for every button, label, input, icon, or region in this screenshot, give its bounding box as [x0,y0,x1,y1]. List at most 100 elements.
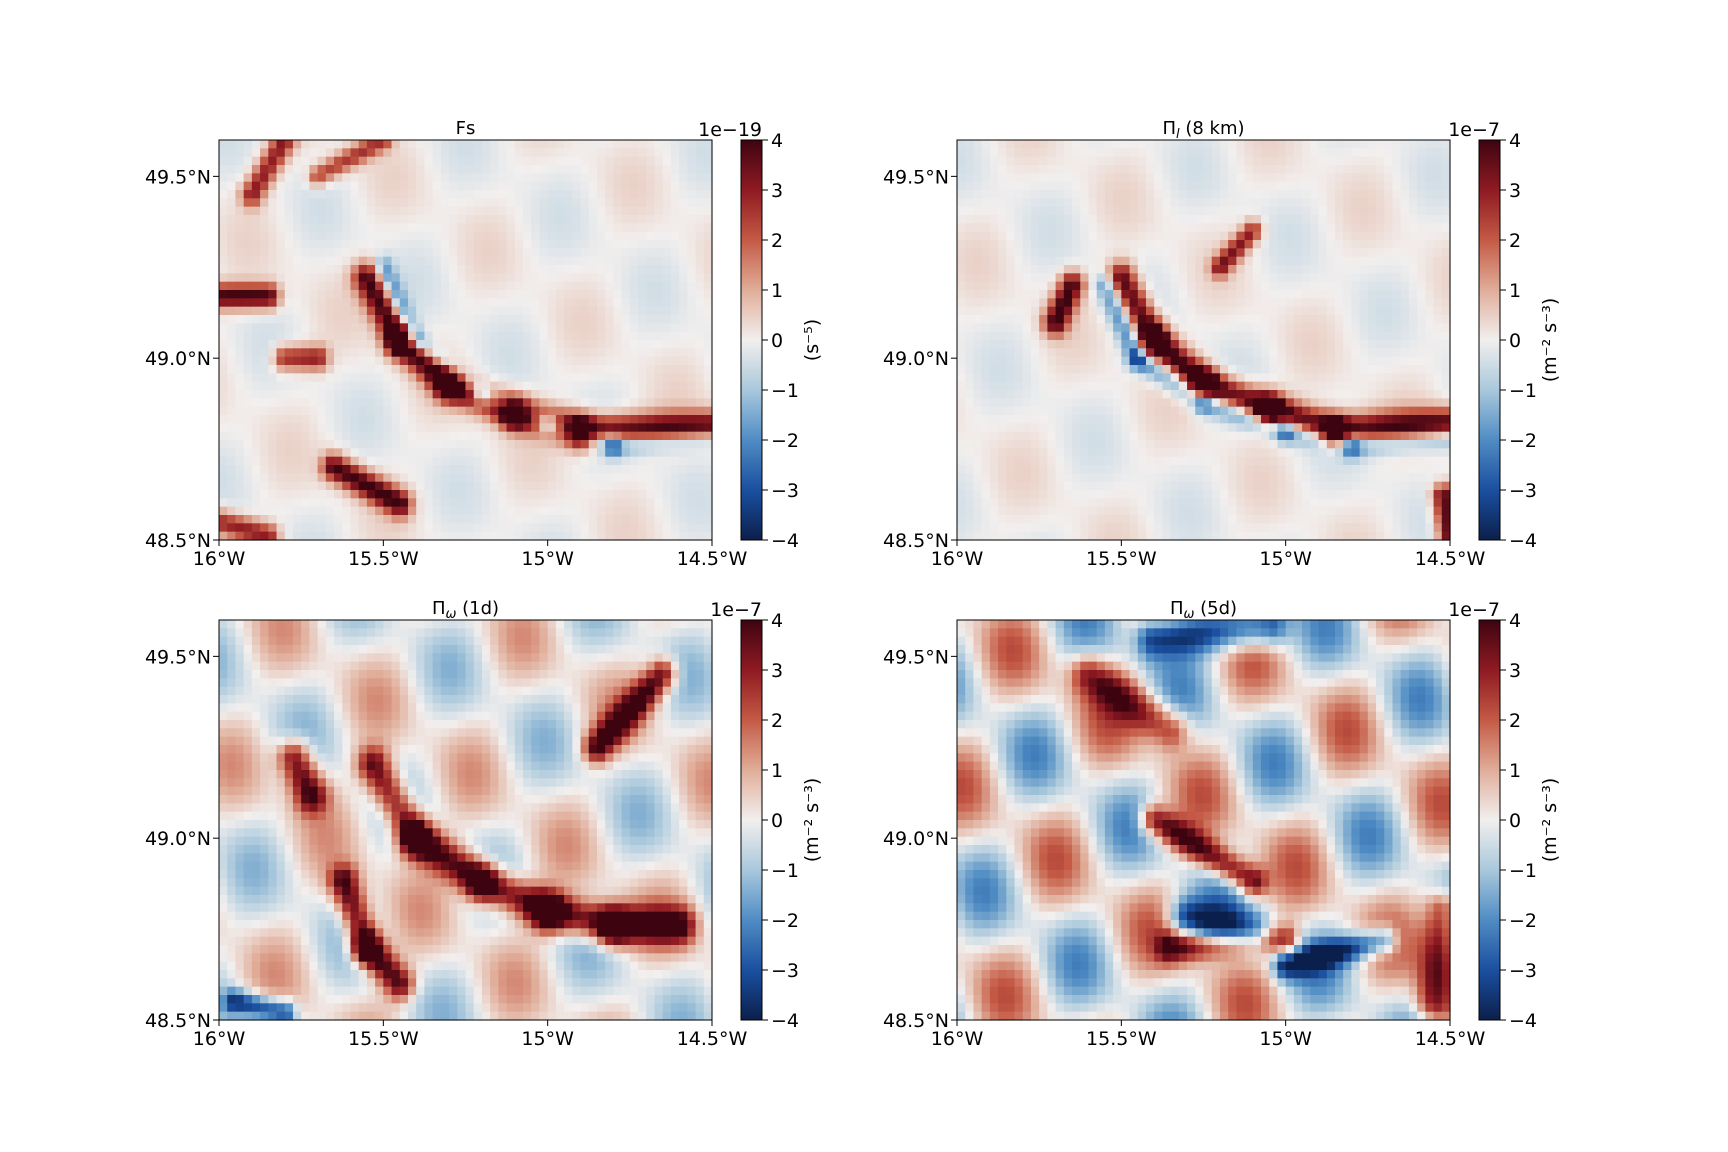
heatmap-cell [227,506,237,516]
heatmap-cell [350,223,360,233]
heatmap-cell [572,356,582,366]
heatmap-cell [998,415,1007,424]
heatmap-cell [1055,390,1065,399]
heatmap-cell [957,356,966,366]
heatmap-cell [1400,215,1410,224]
heatmap-cell [391,515,401,524]
heatmap-cell [1351,323,1361,333]
heatmap-cell [235,148,245,158]
heatmap-cell [317,165,327,174]
heatmap-cell [317,223,327,233]
heatmap-cell [1392,306,1402,316]
heatmap-cell [1252,290,1262,299]
heatmap-cell [1080,390,1090,399]
heatmap-cell [383,515,393,524]
heatmap-cell [1400,173,1410,183]
heatmap-cell [703,465,713,474]
heatmap-cell [1310,381,1320,391]
heatmap-cell [1088,281,1098,291]
heatmap-cell [531,406,541,416]
heatmap-cell [1014,190,1024,199]
heatmap-cell [350,290,360,299]
heatmap-cell [998,198,1007,208]
heatmap-cell [1302,215,1311,224]
heatmap-cell [621,465,631,474]
heatmap-cell [1006,298,1016,308]
heatmap-cell [1343,215,1352,224]
heatmap-cell [1261,373,1270,383]
heatmap-cell [334,523,343,533]
heatmap-cell [1351,290,1361,299]
heatmap-cell [251,140,261,149]
heatmap-cell [301,448,310,458]
heatmap-cell [670,198,680,208]
heatmap-cell [391,323,401,333]
heatmap-cell [1228,356,1237,366]
heatmap-cell [284,315,294,324]
heatmap-cell [1137,265,1147,274]
heatmap-cell [957,173,966,183]
heatmap-cell [391,181,401,191]
heatmap-cell [375,365,384,374]
heatmap-cell [572,331,582,341]
heatmap-cell [457,323,467,333]
heatmap-cell [1039,365,1048,374]
heatmap-cell [662,148,672,158]
heatmap-cell [1137,290,1147,299]
heatmap-cell [547,240,557,249]
heatmap-cell [1236,323,1246,333]
heatmap-cell [957,398,966,408]
heatmap-cell [555,273,565,283]
heatmap-cell [227,248,237,258]
heatmap-cell [662,156,672,166]
heatmap-cell [1211,315,1221,324]
heatmap-cell [260,231,269,241]
heatmap-cell [473,323,483,333]
heatmap-cell [473,365,483,374]
heatmap-cell [1277,265,1287,274]
heatmap-cell [1293,273,1303,283]
heatmap-cell [1400,323,1410,333]
heatmap-cell [670,373,680,383]
heatmap-cell [268,223,278,233]
heatmap-cell [481,506,491,516]
heatmap-cell [1145,340,1155,349]
heatmap-cell [1417,156,1426,166]
heatmap-cell [481,281,491,291]
heatmap-cell [449,198,458,208]
heatmap-cell [334,515,343,524]
heatmap-cell [1277,156,1287,166]
heatmap-cell [1326,390,1336,399]
heatmap-cell [251,506,261,516]
heatmap-cell [629,198,639,208]
heatmap-cell [662,523,672,533]
heatmap-cell [1236,181,1246,191]
heatmap-cell [703,415,713,424]
heatmap-cell [1261,173,1270,183]
heatmap-cell [465,331,475,341]
heatmap-cell [334,256,343,266]
heatmap-cell [989,390,999,399]
heatmap-cell [596,473,606,483]
heatmap-cell [1096,331,1106,341]
heatmap-cell [989,323,999,333]
heatmap-cell [227,348,237,358]
heatmap-cell [646,231,656,241]
heatmap-cell [621,373,631,383]
heatmap-cell [629,265,639,274]
heatmap-cell [301,431,310,441]
heatmap-cell [580,381,590,391]
heatmap-cell [1187,356,1196,366]
heatmap-cell [670,315,680,324]
heatmap-cell [613,240,623,249]
heatmap-cell [383,431,393,441]
heatmap-cell [572,231,582,241]
heatmap-cell [605,473,614,483]
heatmap-cell [284,281,294,291]
heatmap-cell [670,415,680,424]
heatmap-cell [703,240,713,249]
heatmap-cell [662,340,672,349]
heatmap-cell [457,448,467,458]
heatmap-cell [1252,390,1262,399]
